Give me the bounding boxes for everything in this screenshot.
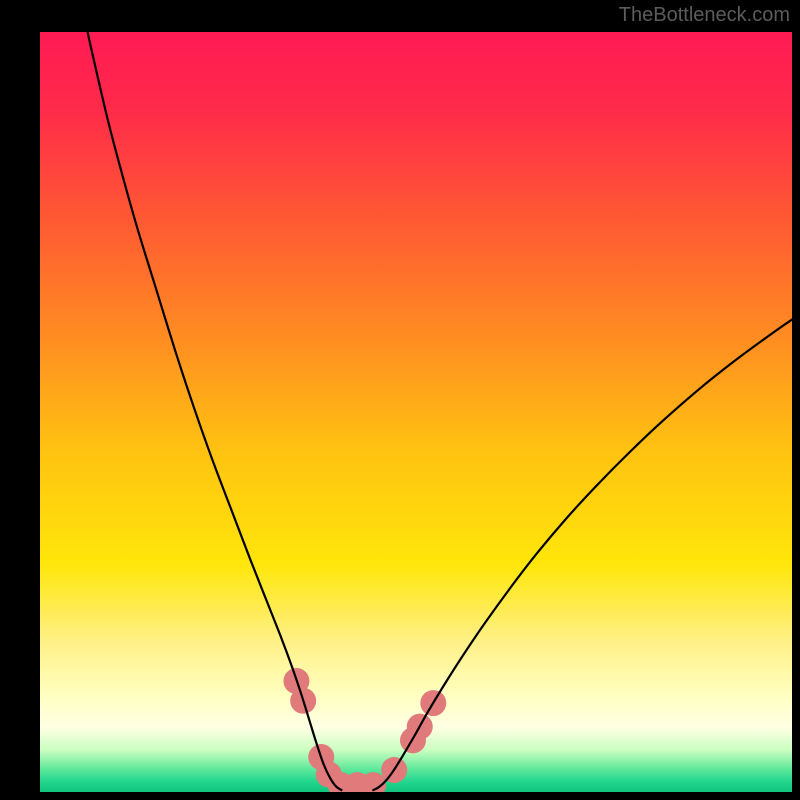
bottleneck-chart xyxy=(0,0,800,800)
plot-background xyxy=(40,32,792,792)
watermark-text: TheBottleneck.com xyxy=(619,4,790,27)
chart-container: TheBottleneck.com xyxy=(0,0,800,800)
